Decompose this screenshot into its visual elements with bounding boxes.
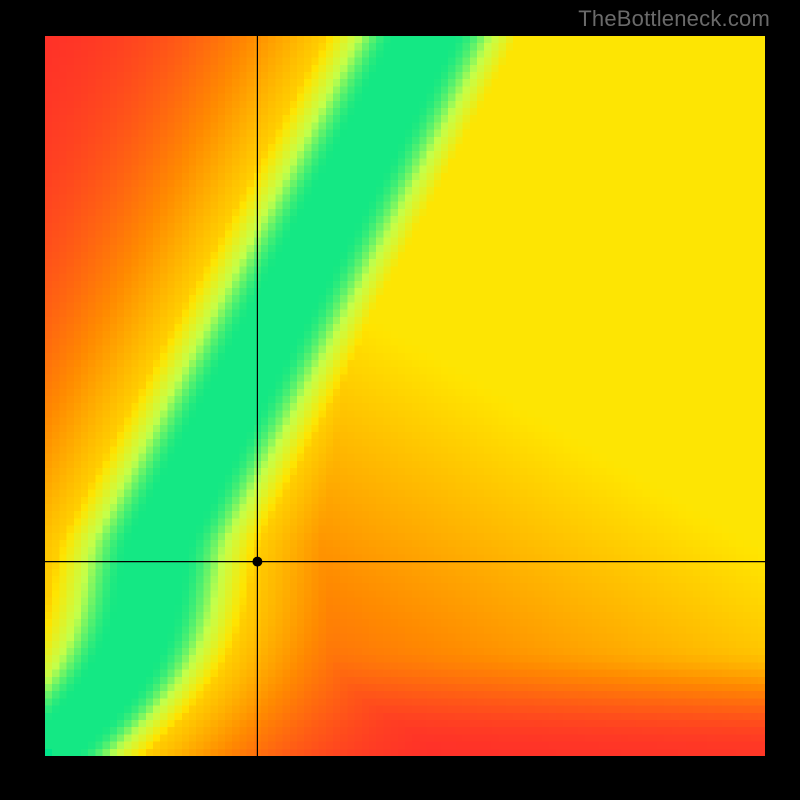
watermark-text: TheBottleneck.com (578, 6, 770, 32)
chart-container: { "watermark": "TheBottleneck.com", "cha… (0, 0, 800, 800)
bottleneck-heatmap (45, 36, 765, 756)
